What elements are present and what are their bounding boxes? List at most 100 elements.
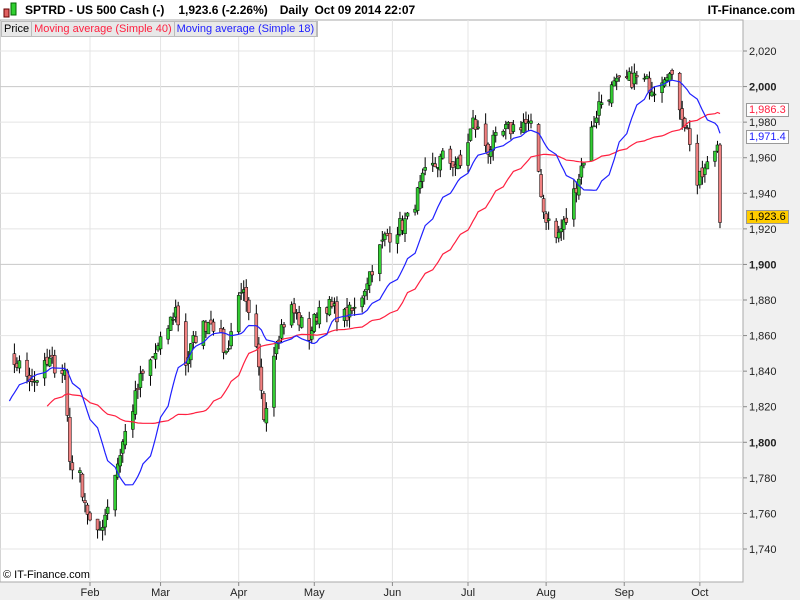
candle-body [572, 188, 576, 220]
candle-body [236, 295, 241, 333]
candle-body [211, 321, 216, 332]
candle-body [95, 518, 100, 531]
candle-body [113, 474, 117, 511]
datetime: Oct 09 2014 22:07 [314, 3, 416, 17]
candle-body [317, 307, 322, 325]
legend-ma40[interactable]: Moving average (Simple 40) [32, 22, 175, 36]
candle-body [539, 174, 543, 197]
candle-body [493, 132, 498, 136]
y-tick-label: 2,000 [749, 82, 777, 94]
candle-body [612, 80, 616, 87]
candle-body [433, 163, 437, 168]
candle-body [645, 75, 649, 80]
candle-body [597, 101, 601, 116]
candle-body [501, 130, 506, 136]
x-tick-label: Aug [536, 587, 556, 599]
candle-body [682, 118, 687, 128]
candle-body [47, 357, 52, 367]
candle-body [12, 353, 17, 365]
candle-body [504, 124, 508, 130]
candle-body [448, 148, 453, 164]
candle-body [688, 128, 692, 145]
x-tick-label: Sep [614, 587, 634, 599]
candle-body [206, 322, 211, 335]
candle-body [564, 217, 569, 223]
chart-title-bar: SPTRD - US 500 Cash (-) 1,923.6 (-2.26%)… [0, 0, 800, 20]
candle-body [17, 360, 22, 369]
candle-body [713, 150, 717, 162]
candle-body [559, 228, 563, 233]
candle-body [103, 514, 107, 528]
candle-body [65, 370, 70, 416]
candle-body [617, 75, 621, 78]
last-price-label: 1,923.6 [746, 209, 789, 224]
candle-body [703, 167, 707, 175]
candle-body [458, 154, 463, 166]
candle-body [388, 232, 392, 243]
candle-body [244, 287, 248, 302]
candle-body [370, 271, 374, 276]
candle-body [254, 313, 259, 347]
candle-body [70, 462, 75, 471]
candle-body [521, 121, 526, 133]
legend-price[interactable]: Price [2, 22, 33, 36]
candle-body [660, 82, 664, 94]
candle-body [229, 331, 233, 347]
candle-body [189, 343, 193, 361]
candle-body [184, 321, 188, 366]
y-tick-label: 1,920 [749, 224, 777, 236]
symbol-name: SPTRD - US 500 Cash (-) [25, 3, 165, 17]
candle-body [83, 500, 87, 504]
candle-body [194, 336, 198, 343]
y-tick-label: 1,780 [749, 473, 777, 485]
candle-body [158, 336, 163, 350]
candle-body [609, 84, 614, 104]
x-tick-label: Oct [691, 587, 708, 599]
candle-body [405, 212, 410, 217]
candle-body [473, 119, 478, 130]
candle-body [418, 181, 422, 189]
candle-body [438, 155, 443, 171]
candle-body [556, 231, 561, 239]
candle-body [153, 353, 158, 360]
plot-area [0, 19, 744, 583]
legend-ma18[interactable]: Moving average (Simple 18) [175, 22, 318, 36]
period: Daily [279, 3, 309, 17]
candle-body [171, 319, 175, 321]
candle-body [652, 93, 657, 96]
candle-body [488, 149, 493, 157]
ma-line-40 [46, 111, 721, 425]
candle-body [367, 271, 372, 286]
y-tick-label: 1,940 [749, 188, 777, 200]
candle-body [201, 320, 206, 346]
candle-body [614, 77, 619, 82]
candle-body [35, 380, 39, 383]
candle-body [279, 324, 284, 339]
x-tick-label: Apr [230, 587, 247, 599]
candle-body [350, 308, 354, 311]
candle-body [579, 165, 584, 178]
candle-body [88, 512, 92, 521]
candle-body [274, 342, 279, 355]
candle-body [378, 244, 382, 274]
x-tick-label: May [304, 587, 325, 599]
candle-body [352, 306, 357, 309]
candle-body [380, 239, 385, 242]
candle-body [360, 297, 364, 308]
y-tick-label: 1,960 [749, 153, 777, 165]
candle-body [420, 172, 425, 182]
candle-body [299, 317, 304, 328]
candle-body [247, 299, 251, 313]
y-tick-label: 1,860 [749, 331, 777, 343]
candle-body [168, 316, 173, 331]
candle-body [647, 77, 652, 93]
y-tick-label: 1,900 [749, 259, 777, 271]
y-tick-label: 1,840 [749, 366, 777, 378]
candle-body [511, 124, 516, 132]
candle-body [554, 220, 558, 238]
candle-body [141, 370, 145, 374]
y-tick-label: 1,880 [749, 295, 777, 307]
candle-body [105, 506, 110, 514]
candle-body [282, 324, 286, 328]
